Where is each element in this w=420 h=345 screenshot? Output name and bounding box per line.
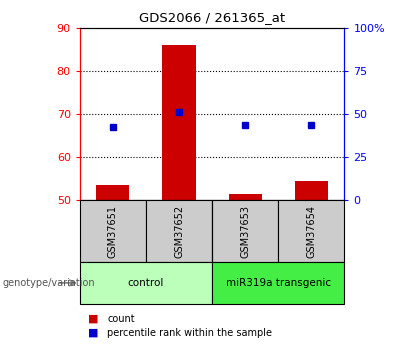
- Text: GSM37651: GSM37651: [108, 205, 118, 258]
- Text: count: count: [107, 314, 135, 324]
- FancyBboxPatch shape: [212, 200, 278, 262]
- Text: GSM37652: GSM37652: [174, 205, 184, 258]
- Text: percentile rank within the sample: percentile rank within the sample: [107, 328, 272, 338]
- FancyBboxPatch shape: [212, 262, 344, 304]
- Text: genotype/variation: genotype/variation: [2, 278, 95, 288]
- FancyBboxPatch shape: [146, 200, 212, 262]
- Text: control: control: [128, 278, 164, 288]
- Bar: [163, 45, 196, 200]
- FancyBboxPatch shape: [278, 200, 344, 262]
- Text: ■: ■: [88, 314, 99, 324]
- Bar: [96, 185, 129, 200]
- FancyBboxPatch shape: [80, 262, 212, 304]
- Text: GSM37653: GSM37653: [240, 205, 250, 258]
- Bar: [295, 181, 328, 200]
- Text: miR319a transgenic: miR319a transgenic: [226, 278, 331, 288]
- Bar: [228, 194, 262, 200]
- Title: GDS2066 / 261365_at: GDS2066 / 261365_at: [139, 11, 285, 24]
- Text: ■: ■: [88, 328, 99, 338]
- Text: GSM37654: GSM37654: [306, 205, 316, 258]
- FancyBboxPatch shape: [80, 200, 146, 262]
